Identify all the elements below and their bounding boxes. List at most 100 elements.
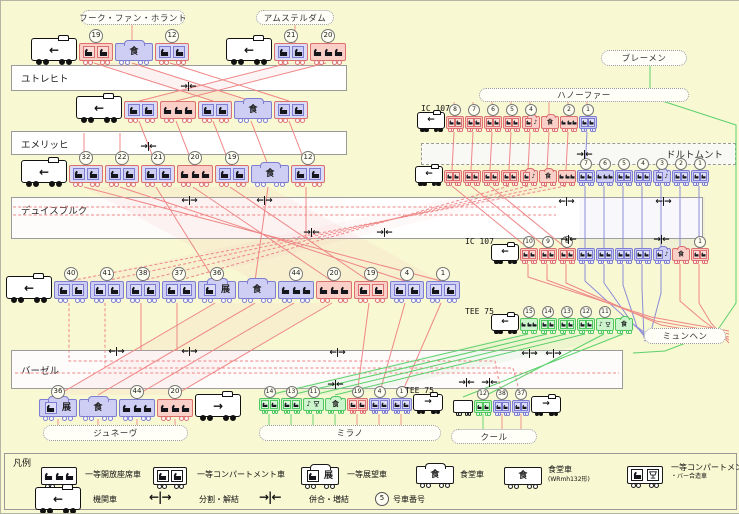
car-number-badge: 3 <box>656 158 668 170</box>
locomotive: ← <box>417 110 445 132</box>
car-barleg <box>627 466 663 488</box>
wheel-icon <box>446 297 452 303</box>
wheel-icon <box>299 59 305 65</box>
seat-icon <box>202 170 210 178</box>
wheel-icon <box>648 482 654 488</box>
wheel-icon <box>48 415 54 421</box>
wheel-icon <box>242 297 248 303</box>
train-service-label: IC 107 <box>421 104 450 113</box>
split-icon: ←|→ <box>655 197 671 207</box>
car-window <box>270 400 278 409</box>
seat-icon <box>182 286 190 294</box>
wheel-icon <box>398 297 404 303</box>
car-window <box>123 168 136 180</box>
seat-icon <box>330 286 338 294</box>
car-window <box>142 104 155 116</box>
seat-icon <box>549 252 554 257</box>
wheel-icon <box>35 59 42 65</box>
car-window <box>466 118 474 127</box>
seat-icon <box>559 174 564 179</box>
wheel-icon <box>79 297 85 303</box>
wheel-icon <box>206 415 213 421</box>
wheel-icon <box>223 117 229 123</box>
direction-arrow-icon: ← <box>427 115 435 125</box>
seat-icon <box>506 120 511 125</box>
car-obs: 展 36 <box>198 267 236 303</box>
seat-icon <box>625 252 630 257</box>
direction-arrow-icon: ← <box>93 100 105 115</box>
seat-icon <box>657 252 662 257</box>
seat-icon <box>55 472 63 480</box>
legend-icon-locomotive: ← <box>35 484 81 513</box>
wheel-icon <box>340 410 345 414</box>
car-number-badge: 2 <box>563 104 575 116</box>
car-window <box>624 172 632 181</box>
wheel-icon <box>80 117 87 123</box>
flow-line <box>641 264 645 339</box>
seat-icon <box>294 48 302 56</box>
wheel-icon <box>305 483 311 489</box>
car-p2: 1 <box>426 267 460 303</box>
seat-icon <box>565 174 569 179</box>
wheel-icon <box>123 415 129 421</box>
seat-icon <box>511 174 516 179</box>
split-icon: ←|→ <box>329 348 345 358</box>
wheel-icon <box>88 415 94 421</box>
car-p2: 1 <box>691 158 709 186</box>
wheel-icon <box>592 128 596 132</box>
car-p2 <box>482 170 500 186</box>
wheel-icon <box>202 297 208 303</box>
car-window <box>616 250 624 259</box>
wheel-icon <box>187 297 193 303</box>
car-obs: 展 <box>301 463 339 489</box>
seat-icon <box>175 48 183 56</box>
car-p2 <box>577 248 595 264</box>
wheel-icon <box>115 297 121 303</box>
wheel-icon <box>476 182 480 186</box>
car-p2: 14 <box>539 306 557 334</box>
wheel-icon <box>516 412 521 416</box>
train-service-label: TEE 75 <box>405 386 434 395</box>
wheel-icon <box>137 59 143 65</box>
car-p2 <box>274 101 308 123</box>
wheel-icon <box>619 330 624 334</box>
seat-icon <box>694 174 699 179</box>
wheel-icon <box>55 181 62 187</box>
car-number-badge: 20 <box>188 151 202 165</box>
wheel-icon <box>204 181 210 187</box>
car-number-badge: 6 <box>487 104 499 116</box>
wheel-icon <box>600 330 605 334</box>
wheel-icon <box>553 411 559 416</box>
wheel-icon <box>506 412 510 416</box>
car-window <box>681 172 689 181</box>
wheel-icon <box>104 59 110 65</box>
seat-icon <box>599 252 604 257</box>
seat-icon <box>360 286 368 294</box>
wheel-icon <box>543 260 548 264</box>
car-label: ♪ <box>599 320 603 328</box>
station-oval-chur: クール <box>451 429 537 444</box>
wheel-icon <box>325 297 331 303</box>
seat-icon <box>185 106 193 114</box>
car-p2 <box>198 101 232 123</box>
car-p2 <box>463 170 481 186</box>
car-bar: ♪ <box>653 245 671 264</box>
car-number-badge: 38 <box>136 267 150 281</box>
wheel-icon <box>61 415 67 421</box>
car-number-badge: 44 <box>289 267 303 281</box>
car-din: 食 <box>251 161 289 187</box>
station-band-utrecht: ユトレヒト <box>11 65 347 91</box>
car-window <box>380 400 388 409</box>
legend-label: 機関車 <box>93 495 117 504</box>
wheel-icon <box>676 260 681 264</box>
wheel-icon <box>161 415 167 421</box>
car-window <box>540 250 548 259</box>
car-p3: 20 <box>310 29 346 65</box>
couple-icon: →|← <box>481 378 497 388</box>
train-ic107-dortmund: ← ♪ 食 7 6 5 4 ♪ 3 2 1 <box>415 158 709 186</box>
wheel-icon <box>487 412 491 416</box>
wheel-icon <box>457 182 461 186</box>
seat-icon <box>221 170 229 178</box>
car-window <box>578 320 586 329</box>
wheel-icon <box>467 412 472 416</box>
